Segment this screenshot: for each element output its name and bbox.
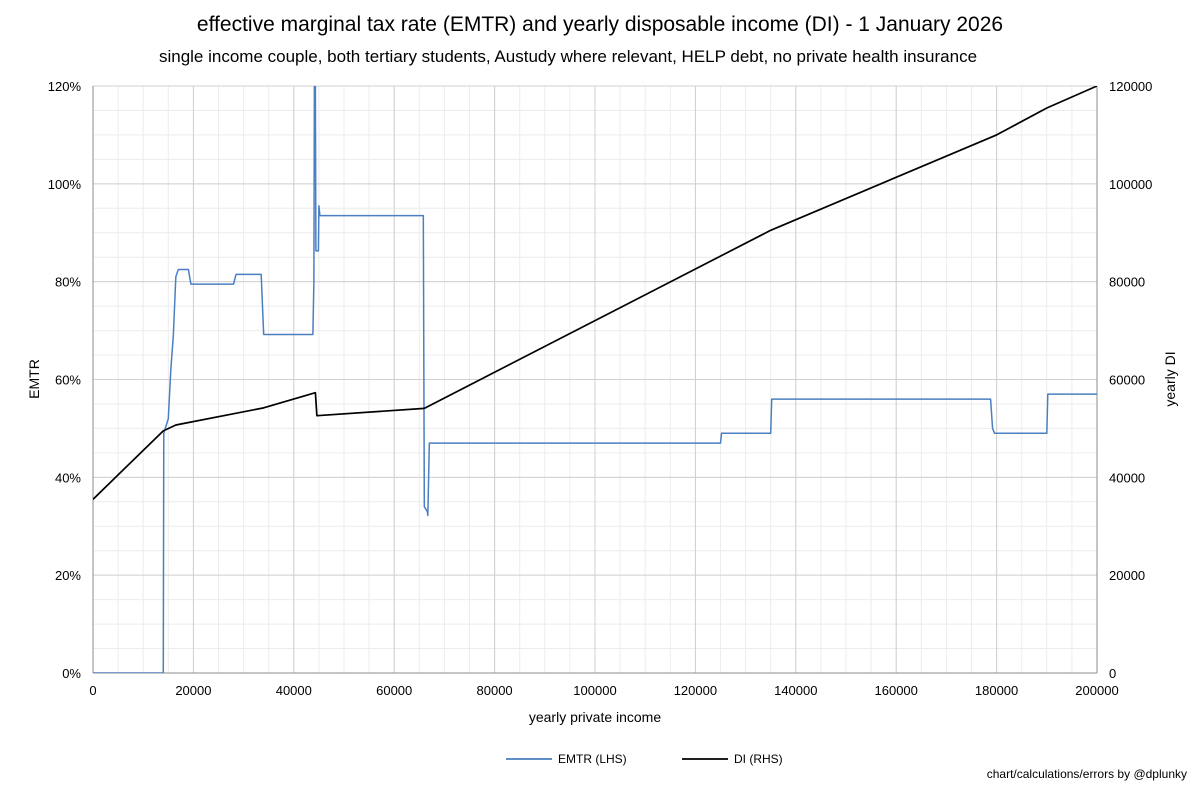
y-right-tick-label: 0 <box>1109 666 1116 681</box>
series-lines <box>93 86 1097 673</box>
x-tick-label: 0 <box>89 683 96 698</box>
x-tick-label: 20000 <box>175 683 211 698</box>
x-tick-label: 100000 <box>573 683 616 698</box>
y-right-axis-title: yearly DI <box>1162 351 1178 406</box>
di-series-line <box>93 86 1097 500</box>
tick-labels: 0 20000 40000 60000 80000 100000 120000 140000 1… <box>48 79 1153 698</box>
x-tick-label: 200000 <box>1075 683 1118 698</box>
y-left-tick-label: 20% <box>55 568 81 583</box>
y-left-tick-label: 80% <box>55 275 81 290</box>
legend-item-emtr: EMTR (LHS) <box>506 752 627 766</box>
x-tick-label: 140000 <box>774 683 817 698</box>
x-axis-title: yearly private income <box>529 709 661 725</box>
y-left-tick-label: 40% <box>55 470 81 485</box>
y-left-tick-label: 100% <box>48 177 82 192</box>
y-right-tick-label: 40000 <box>1109 470 1145 485</box>
y-left-tick-label: 120% <box>48 79 82 94</box>
y-right-tick-label: 120000 <box>1109 79 1152 94</box>
x-tick-label: 60000 <box>376 683 412 698</box>
y-left-tick-label: 60% <box>55 373 81 388</box>
axes <box>92 86 1098 674</box>
y-left-axis-title: EMTR <box>26 359 42 399</box>
grid <box>92 85 1098 674</box>
x-tick-label: 80000 <box>477 683 513 698</box>
chart-subtitle: single income couple, both tertiary stud… <box>159 47 977 66</box>
y-right-tick-label: 100000 <box>1109 177 1152 192</box>
legend-label: EMTR (LHS) <box>558 752 627 766</box>
chart-title: effective marginal tax rate (EMTR) and y… <box>197 13 1003 36</box>
credit-text: chart/calculations/errors by @dplunky <box>987 767 1187 781</box>
x-tick-label: 120000 <box>674 683 717 698</box>
x-tick-label: 160000 <box>875 683 918 698</box>
y-right-tick-label: 60000 <box>1109 373 1145 388</box>
legend: EMTR (LHS) DI (RHS) <box>506 752 783 766</box>
legend-item-di: DI (RHS) <box>682 752 783 766</box>
y-left-tick-label: 0% <box>62 666 81 681</box>
x-tick-label: 180000 <box>975 683 1018 698</box>
x-tick-label: 40000 <box>276 683 312 698</box>
legend-label: DI (RHS) <box>734 752 783 766</box>
emtr-series-line <box>93 86 1097 673</box>
y-right-tick-label: 80000 <box>1109 275 1145 290</box>
y-right-tick-label: 20000 <box>1109 568 1145 583</box>
